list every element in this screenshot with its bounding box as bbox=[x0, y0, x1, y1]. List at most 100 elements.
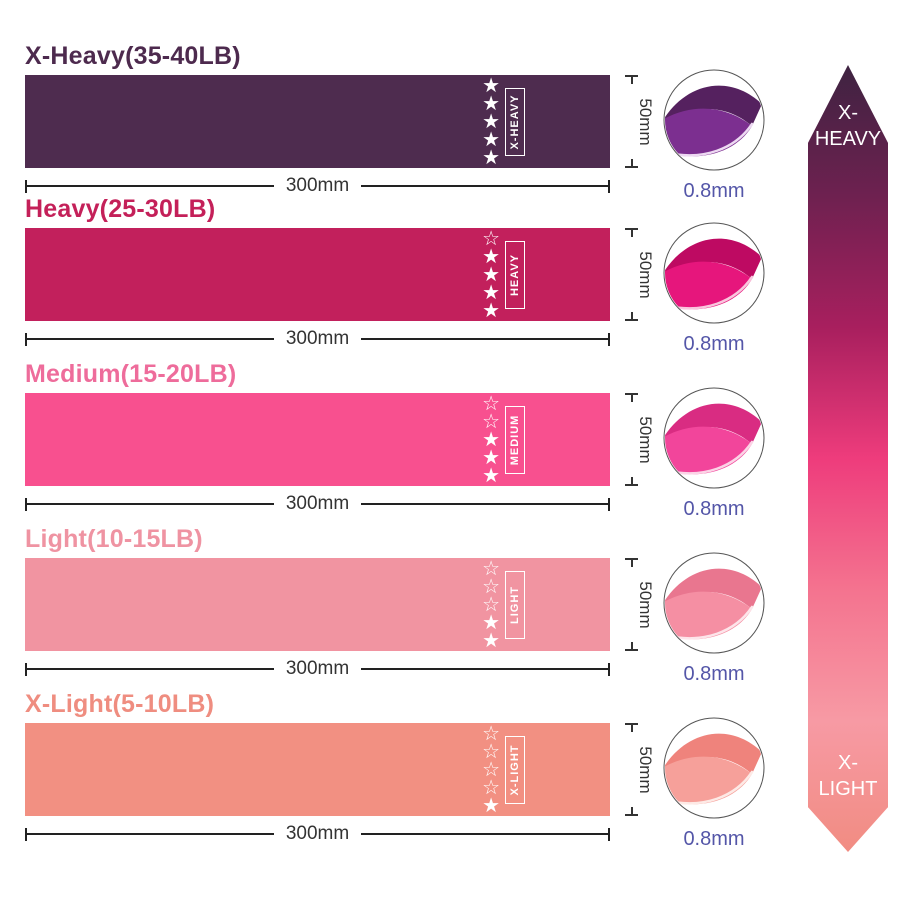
dimension-line bbox=[27, 668, 274, 670]
width-label: 300mm bbox=[285, 328, 350, 349]
width-dimension: 300mm bbox=[25, 657, 611, 681]
star-outline-icon: ☆ bbox=[482, 722, 500, 745]
folded-band-photo bbox=[663, 552, 765, 654]
dimension-line bbox=[27, 338, 274, 340]
dimension-line bbox=[361, 338, 609, 340]
star-filled-icon: ★ bbox=[482, 92, 500, 115]
band-row: Heavy(25-30LB) ☆ ★ ★ ★ ★ HEAVY 50mm 300mm bbox=[25, 195, 780, 358]
dimension-tick bbox=[625, 228, 638, 230]
dimension-line bbox=[361, 185, 609, 187]
star-filled-icon: ★ bbox=[482, 263, 500, 286]
band-title: X-Light(5-10LB) bbox=[25, 690, 215, 718]
thickness-detail: 0.8mm bbox=[662, 68, 766, 203]
dimension-tick bbox=[625, 319, 638, 321]
dimension-stem bbox=[630, 477, 633, 484]
dimension-line bbox=[361, 833, 609, 835]
band-area: ☆ ☆ ☆ ★ ★ LIGHT 50mm bbox=[25, 558, 655, 652]
star-outline-icon: ☆ bbox=[482, 392, 500, 415]
folded-band-back-icon bbox=[665, 85, 762, 126]
dimension-tick bbox=[625, 75, 638, 77]
arrow-bottom-line2: LIGHT bbox=[818, 778, 878, 800]
strength-rating: ☆ ☆ ☆ ★ ★ LIGHT bbox=[482, 559, 525, 652]
width-label: 300mm bbox=[285, 175, 350, 196]
dimension-tick bbox=[608, 332, 611, 346]
arrow-bottom-label: X- LIGHT bbox=[808, 750, 888, 802]
star-column: ☆ ☆ ☆ ★ ★ bbox=[482, 559, 500, 652]
band-strength-tag: X-LIGHT bbox=[505, 735, 525, 804]
band-tag-label: X-HEAVY bbox=[509, 93, 521, 150]
band-title: X-Heavy(35-40LB) bbox=[25, 42, 241, 70]
thickness-detail: 0.8mm bbox=[662, 221, 766, 356]
band-strength-tag: LIGHT bbox=[505, 570, 525, 639]
arrow-top-line1: X- bbox=[838, 102, 858, 124]
star-outline-icon: ☆ bbox=[482, 740, 500, 763]
folded-band-back-icon bbox=[665, 238, 762, 279]
dimension-tick bbox=[625, 558, 638, 560]
dimension-stem bbox=[630, 642, 633, 649]
band-swatch bbox=[25, 723, 610, 816]
star-filled-icon: ★ bbox=[482, 428, 500, 451]
star-outline-icon: ☆ bbox=[482, 410, 500, 433]
dimension-tick bbox=[25, 662, 27, 676]
dimension-line bbox=[27, 503, 274, 505]
star-filled-icon: ★ bbox=[482, 611, 500, 634]
star-filled-icon: ★ bbox=[482, 464, 500, 487]
star-column: ☆ ★ ★ ★ ★ bbox=[482, 229, 500, 321]
band-swatch bbox=[25, 228, 610, 321]
thickness-label: 0.8mm bbox=[683, 333, 745, 355]
dimension-tick bbox=[608, 662, 611, 676]
dimension-stem bbox=[630, 807, 633, 814]
band-strength-tag: MEDIUM bbox=[505, 405, 525, 474]
band-tag-label: LIGHT bbox=[509, 585, 521, 624]
star-filled-icon: ★ bbox=[482, 446, 500, 469]
band-area: ☆ ★ ★ ★ ★ HEAVY 50mm bbox=[25, 228, 655, 321]
thickness-label: 0.8mm bbox=[683, 663, 745, 685]
strength-gradient-arrow: X- HEAVY X- LIGHT bbox=[808, 65, 888, 852]
band-tag-label: MEDIUM bbox=[509, 414, 521, 465]
dimension-stem bbox=[630, 230, 633, 237]
folded-band-back-icon bbox=[665, 403, 762, 444]
thickness-label: 0.8mm bbox=[683, 828, 745, 850]
dimension-tick bbox=[25, 332, 27, 346]
thickness-label: 0.8mm bbox=[683, 180, 745, 202]
thickness-detail: 0.8mm bbox=[662, 386, 766, 521]
dimension-tick bbox=[608, 827, 611, 841]
band-swatch bbox=[25, 558, 610, 651]
star-column: ☆ ☆ ★ ★ ★ bbox=[482, 392, 500, 487]
star-column: ☆ ☆ ☆ ☆ ★ bbox=[482, 722, 500, 816]
thickness-label: 0.8mm bbox=[683, 498, 745, 520]
star-filled-icon: ★ bbox=[482, 629, 500, 652]
height-dimension: 50mm bbox=[623, 228, 663, 321]
height-label: 50mm bbox=[636, 415, 655, 464]
dimension-tick bbox=[625, 484, 638, 486]
dimension-tick bbox=[625, 649, 638, 651]
dimension-tick bbox=[25, 827, 27, 841]
dimension-tick bbox=[625, 814, 638, 816]
strength-rating: ☆ ☆ ☆ ☆ ★ X-LIGHT bbox=[482, 722, 525, 816]
dimension-line bbox=[361, 668, 609, 670]
arrow-top-line2: HEAVY bbox=[814, 128, 882, 150]
strength-rating: ★ ★ ★ ★ ★ X-HEAVY bbox=[482, 76, 525, 168]
band-swatch bbox=[25, 393, 610, 486]
band-row: X-Light(5-10LB) ☆ ☆ ☆ ☆ ★ X-LIGHT 50mm 300mm bbox=[25, 690, 780, 853]
star-filled-icon: ★ bbox=[482, 281, 500, 304]
band-swatch bbox=[25, 75, 610, 168]
height-dimension: 50mm bbox=[623, 558, 663, 651]
band-strength-tag: HEAVY bbox=[505, 240, 525, 309]
folded-band-back-icon bbox=[665, 568, 762, 609]
strength-rating: ☆ ★ ★ ★ ★ HEAVY bbox=[482, 229, 525, 321]
width-dimension: 300mm bbox=[25, 822, 611, 846]
dimension-line bbox=[361, 503, 609, 505]
star-filled-icon: ★ bbox=[482, 245, 500, 268]
dimension-tick bbox=[608, 179, 611, 193]
width-dimension: 300mm bbox=[25, 174, 611, 198]
dimension-stem bbox=[630, 560, 633, 567]
band-strength-tag: X-HEAVY bbox=[505, 87, 525, 156]
width-dimension: 300mm bbox=[25, 492, 611, 516]
dimension-stem bbox=[630, 77, 633, 84]
folded-band-photo bbox=[663, 717, 765, 819]
dimension-tick bbox=[625, 166, 638, 168]
folded-band-photo bbox=[663, 387, 765, 489]
width-label: 300mm bbox=[285, 658, 350, 679]
